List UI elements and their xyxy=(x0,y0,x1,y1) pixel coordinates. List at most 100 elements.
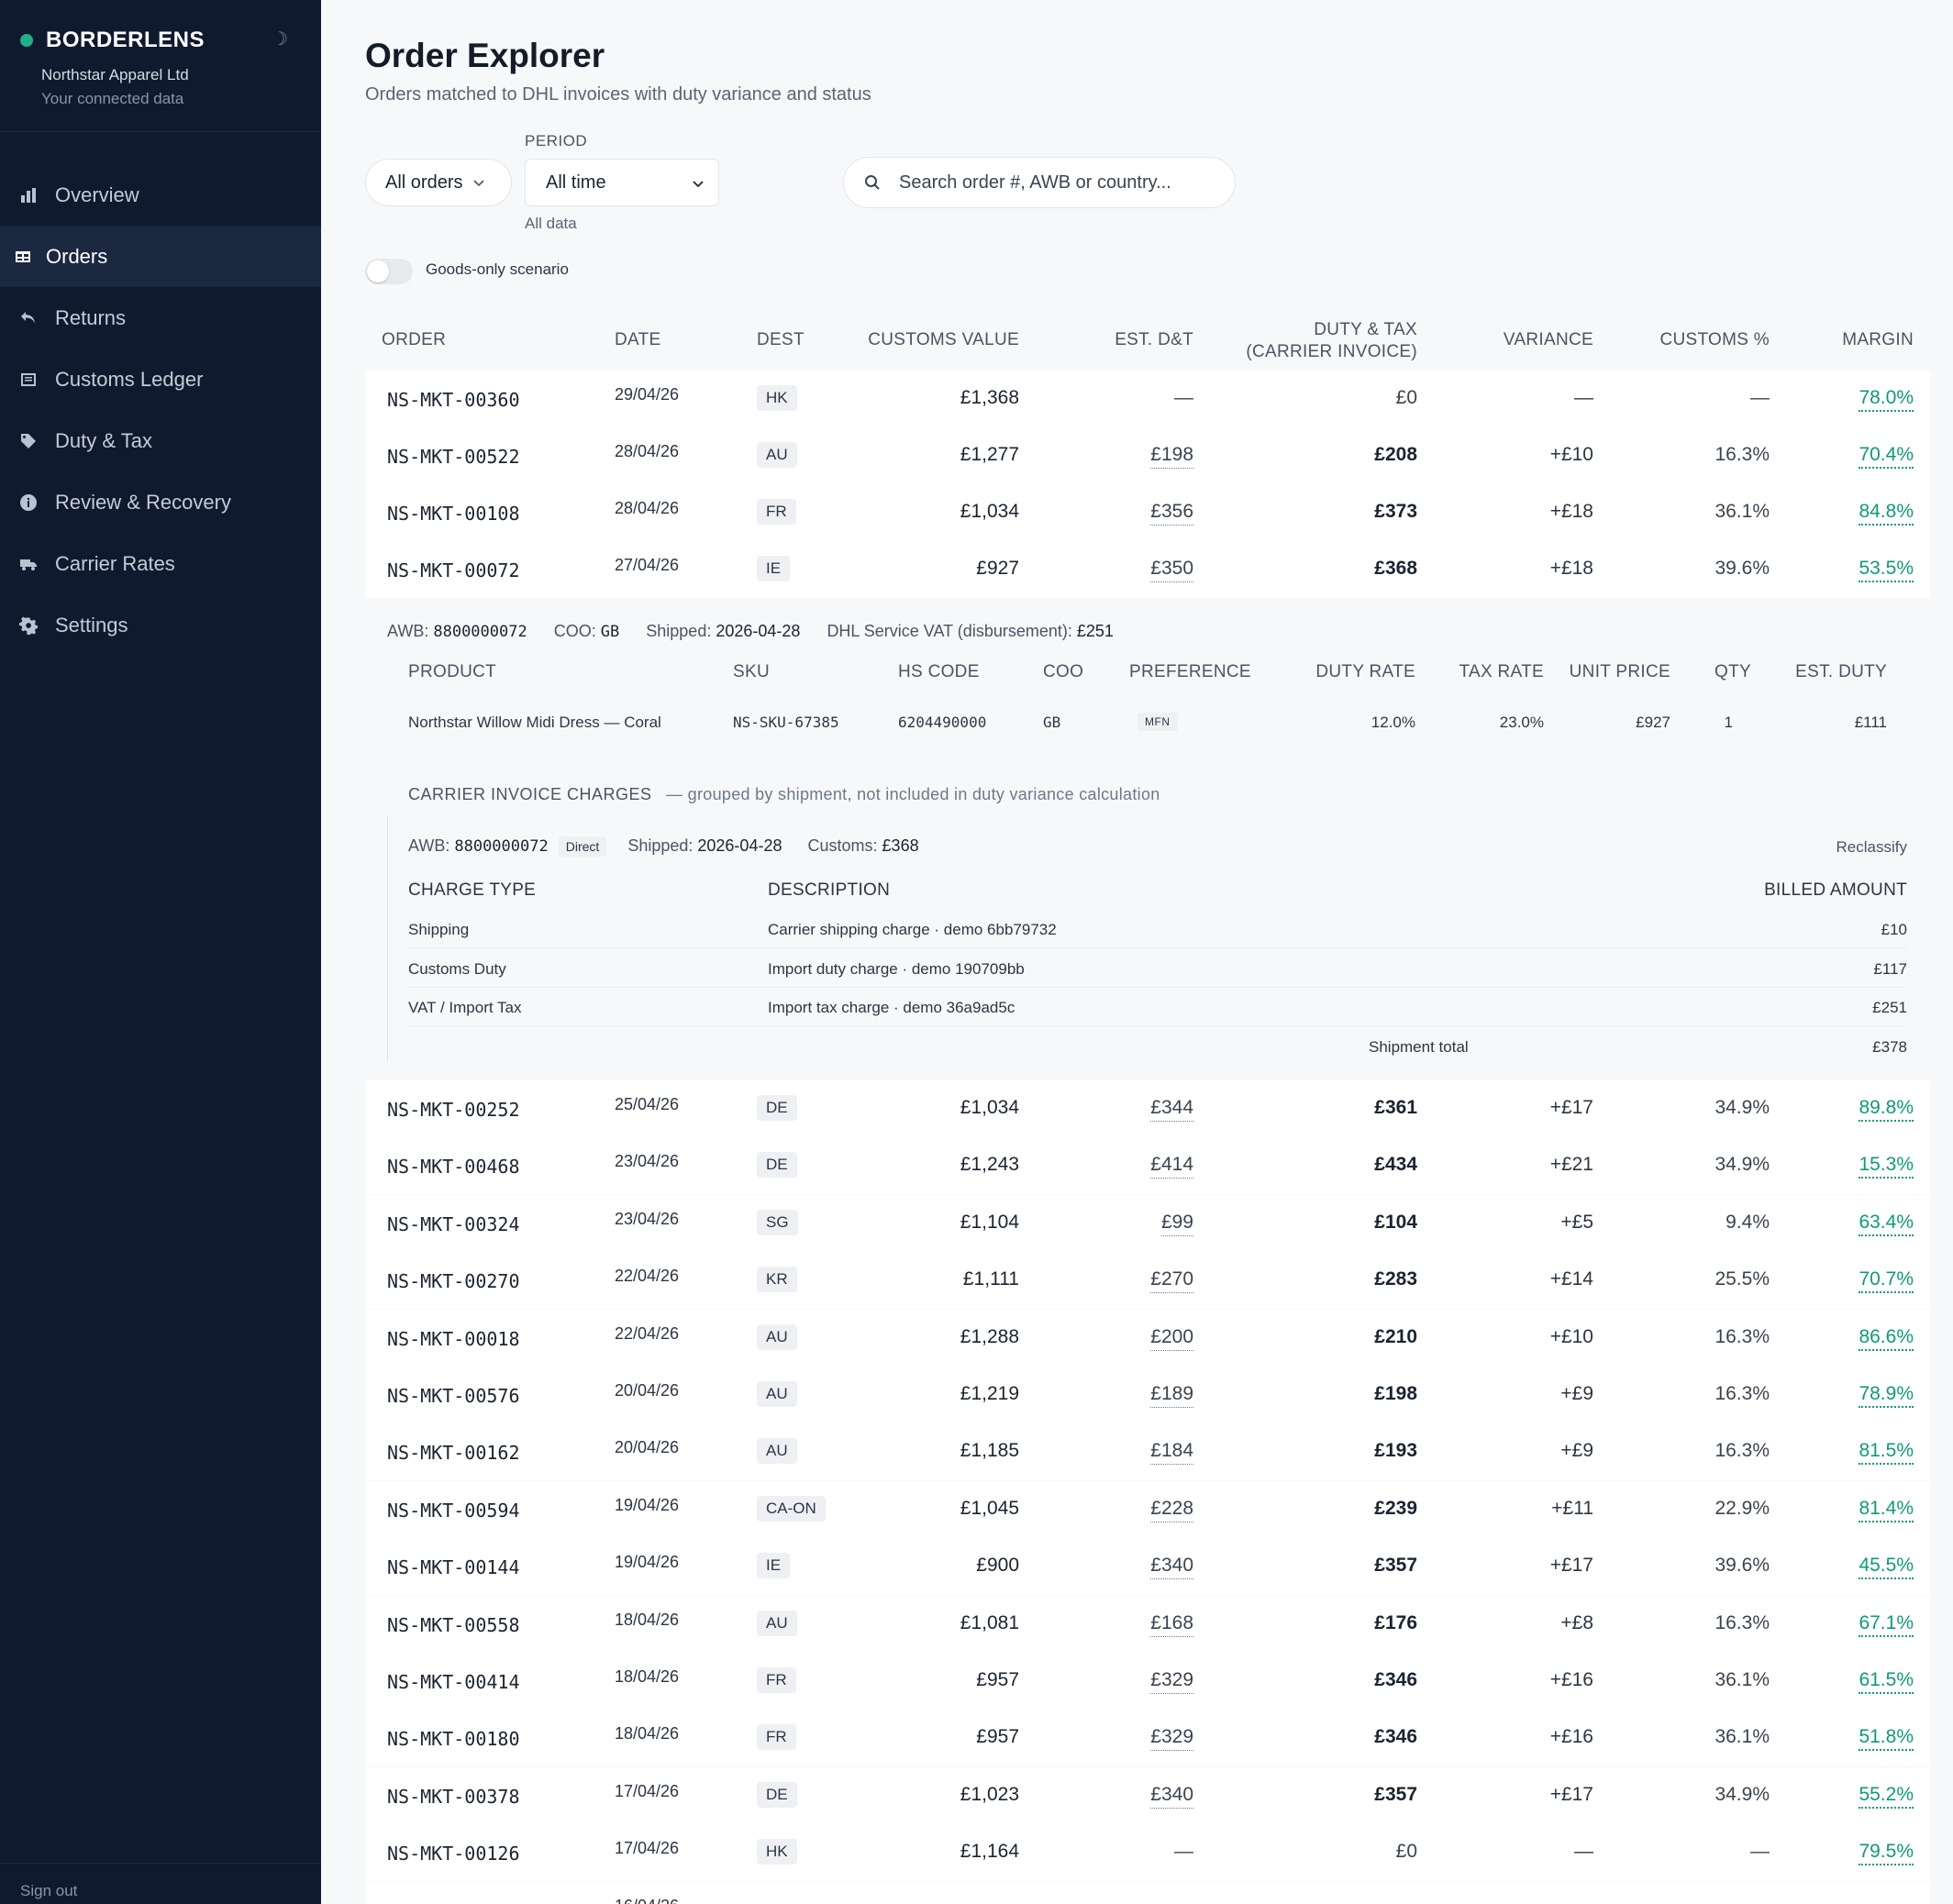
table-row[interactable]: NS-MKT-00126 17/04/26 HK £1,164 — £0 — — 79.5% xyxy=(365,1824,1930,1882)
chevron-down-icon xyxy=(693,181,704,188)
order-id: NS-MKT-00018 xyxy=(387,1327,520,1350)
orders-filter-dropdown[interactable]: All orders xyxy=(365,159,512,206)
table-row[interactable]: NS-MKT-00072 27/04/26 IE £927 £350 £368 +£18 39… xyxy=(365,541,1930,598)
col-customs-value[interactable]: CUSTOMS VALUE xyxy=(868,330,1019,349)
est-dt[interactable]: £340 xyxy=(1150,1784,1193,1809)
product-coo: GB xyxy=(1043,714,1061,731)
table-row[interactable]: NS-MKT-00144 19/04/26 IE £900 £340 £357 +£17 39… xyxy=(365,1538,1930,1596)
duty-tax: £193 xyxy=(1374,1440,1417,1462)
info-icon xyxy=(18,493,39,513)
order-date: 28/04/26 xyxy=(615,499,680,517)
est-dt[interactable]: £228 xyxy=(1150,1498,1193,1522)
est-dt[interactable]: £184 xyxy=(1150,1440,1193,1466)
table-row[interactable]: NS-MKT-00180 18/04/26 FR £957 £329 £346 +£16 36… xyxy=(365,1710,1930,1767)
est-dt[interactable]: £329 xyxy=(1150,1669,1193,1694)
table-row[interactable]: NS-MKT-00324 23/04/26 SG £1,104 £99 £104 +£5 9.… xyxy=(365,1194,1930,1252)
table-row[interactable]: NS-MKT-00378 17/04/26 DE £1,023 £340 £357 +£17… xyxy=(365,1766,1930,1824)
sidebar-item-customs-ledger[interactable]: Customs Ledger xyxy=(0,349,321,410)
table-row[interactable]: NS-MKT-00594 19/04/26 CA-ON £1,045 £228 £239 +… xyxy=(365,1480,1930,1538)
col-order[interactable]: ORDER xyxy=(382,330,447,349)
table-row[interactable]: NS-MKT-00360 29/04/26 HK £1,368 — £0 — — 78.0% xyxy=(365,371,1930,427)
est-dt[interactable]: £340 xyxy=(1150,1555,1193,1580)
margin[interactable]: 70.4% xyxy=(1859,444,1914,469)
table-row[interactable]: NS-MKT-00414 18/04/26 FR £957 £329 £346 +£16 36… xyxy=(365,1653,1930,1710)
margin[interactable]: 45.5% xyxy=(1859,1555,1914,1580)
est-dt[interactable]: £168 xyxy=(1150,1612,1193,1637)
divider xyxy=(0,1863,321,1864)
est-dt[interactable]: £198 xyxy=(1150,444,1193,469)
est-dt[interactable]: — xyxy=(1174,387,1193,408)
sidebar-item-review-recovery[interactable]: Review & Recovery xyxy=(0,471,321,533)
sidebar-item-settings[interactable]: Settings xyxy=(0,594,321,656)
table-row[interactable]: NS-MKT-00018 22/04/26 AU £1,288 £200 £210 +£10… xyxy=(365,1309,1930,1367)
table-row[interactable]: NS-MKT-00576 20/04/26 AU £1,219 £189 £198 +£9 1… xyxy=(365,1367,1930,1423)
est-dt[interactable]: £189 xyxy=(1150,1383,1193,1408)
customs-value: £1,185 xyxy=(960,1440,1019,1462)
margin[interactable]: 63.4% xyxy=(1859,1212,1914,1236)
duty-tax: £0 xyxy=(1395,387,1417,408)
goods-only-toggle[interactable] xyxy=(365,259,413,284)
sign-out-link[interactable]: Sign out xyxy=(20,1882,78,1899)
table-row[interactable]: NS-MKT-00252 25/04/26 DE £1,034 £344 £361 +£17… xyxy=(365,1080,1930,1137)
margin[interactable]: 61.5% xyxy=(1859,1669,1914,1694)
est-dt[interactable]: £329 xyxy=(1150,1726,1193,1752)
est-dt[interactable]: £344 xyxy=(1150,1097,1193,1122)
est-dt[interactable]: £350 xyxy=(1150,558,1193,582)
table-row[interactable]: NS-MKT-00108 28/04/26 FR £1,034 £356 £373 +£18… xyxy=(365,484,1930,541)
order-detail-panel: AWB: 8800000072 COO: GB Shipped: 2026-04… xyxy=(365,602,1930,1073)
table-row[interactable]: NS-MKT-00522 28/04/26 AU £1,277 £198 £208 +£10… xyxy=(365,427,1930,484)
est-dt[interactable]: — xyxy=(1174,1841,1193,1863)
sidebar-item-carrier-rates[interactable]: Carrier Rates xyxy=(0,533,321,594)
table-row[interactable]: NS-MKT-00558 18/04/26 AU £1,081 £168 £176 +£8 1… xyxy=(365,1595,1930,1653)
table-row[interactable]: 16/04/26 xyxy=(365,1881,1930,1904)
margin[interactable]: 78.0% xyxy=(1859,387,1914,412)
dest-badge: AU xyxy=(757,1323,797,1350)
est-dt[interactable]: £414 xyxy=(1150,1154,1193,1179)
col-est-dt[interactable]: EST. D&T xyxy=(1115,330,1193,349)
charge-type: Customs Duty xyxy=(408,960,506,978)
duty-tax: £361 xyxy=(1374,1097,1417,1118)
margin[interactable]: 81.5% xyxy=(1859,1440,1914,1466)
margin[interactable]: 78.9% xyxy=(1859,1383,1914,1408)
table-row[interactable]: NS-MKT-00468 23/04/26 DE £1,243 £414 £434 +£21… xyxy=(365,1137,1930,1195)
col-duty-tax[interactable]: DUTY & TAX (CARRIER INVOICE) xyxy=(1246,319,1417,363)
duty-tax: £373 xyxy=(1374,501,1417,522)
period-select[interactable]: All time xyxy=(525,159,719,206)
table-row[interactable]: NS-MKT-00162 20/04/26 AU £1,185 £184 £193 +£9 1… xyxy=(365,1423,1930,1481)
margin[interactable]: 67.1% xyxy=(1859,1612,1914,1637)
charge-amount: £251 xyxy=(1872,999,1907,1016)
col-margin[interactable]: MARGIN xyxy=(1842,330,1914,349)
col-date[interactable]: DATE xyxy=(615,330,661,349)
theme-toggle-moon-icon[interactable]: ☽ xyxy=(272,29,288,50)
margin[interactable]: 53.5% xyxy=(1859,558,1914,582)
est-dt[interactable]: £200 xyxy=(1150,1326,1193,1351)
margin[interactable]: 51.8% xyxy=(1859,1726,1914,1752)
est-dt[interactable]: £270 xyxy=(1150,1268,1193,1294)
sidebar-item-returns[interactable]: Returns xyxy=(0,287,321,349)
customs-value: £957 xyxy=(976,1726,1019,1748)
margin[interactable]: 86.6% xyxy=(1859,1326,1914,1351)
sidebar-item-duty-tax[interactable]: Duty & Tax xyxy=(0,410,321,471)
col-customs-pct[interactable]: CUSTOMS % xyxy=(1659,330,1770,349)
company-subtitle: Your connected data xyxy=(41,90,184,107)
product-hs: 6204490000 xyxy=(898,714,987,731)
sidebar-item-overview[interactable]: Overview xyxy=(0,164,321,226)
duty-tax: £239 xyxy=(1374,1497,1417,1519)
margin[interactable]: 89.8% xyxy=(1859,1097,1914,1122)
margin[interactable]: 55.2% xyxy=(1859,1784,1914,1809)
reclassify-button[interactable]: Reclassify xyxy=(1836,838,1907,856)
shipped-value: 2026-04-28 xyxy=(716,622,801,640)
margin[interactable]: 15.3% xyxy=(1859,1154,1914,1179)
col-dest[interactable]: DEST xyxy=(757,330,805,349)
toggle-knob xyxy=(367,260,389,282)
margin[interactable]: 81.4% xyxy=(1859,1498,1914,1522)
table-row[interactable]: NS-MKT-00270 22/04/26 KR £1,111 £270 £283 +£14… xyxy=(365,1252,1930,1310)
col-variance[interactable]: VARIANCE xyxy=(1503,330,1593,349)
margin[interactable]: 84.8% xyxy=(1859,501,1914,526)
sidebar-item-orders[interactable]: Orders xyxy=(0,226,321,287)
margin[interactable]: 70.7% xyxy=(1859,1268,1914,1294)
search-input[interactable]: Search order #, AWB or country... xyxy=(843,157,1236,208)
margin[interactable]: 79.5% xyxy=(1859,1841,1914,1866)
est-dt[interactable]: £356 xyxy=(1150,501,1193,526)
est-dt[interactable]: £99 xyxy=(1160,1212,1193,1236)
